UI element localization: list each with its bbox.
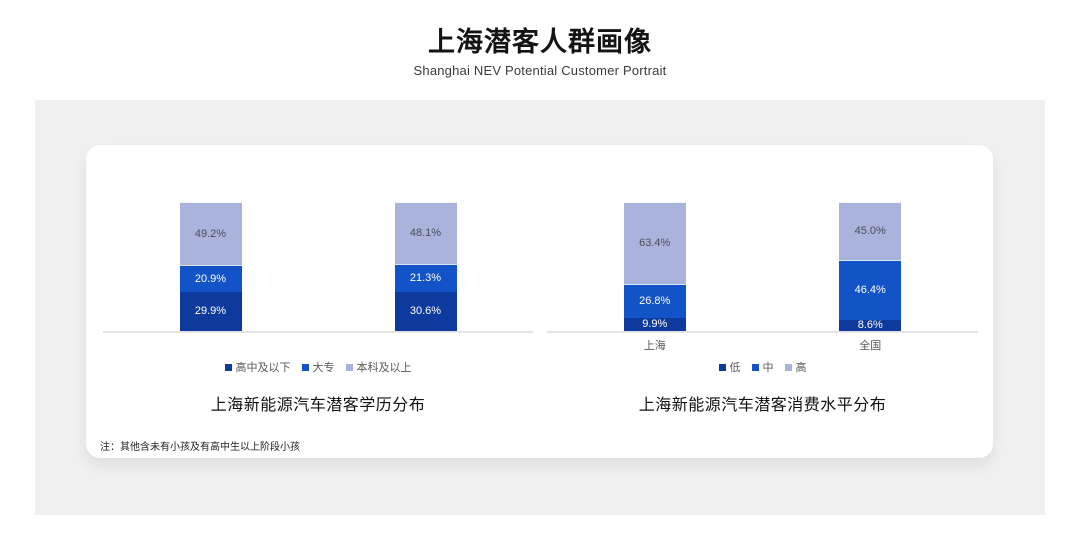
legend-item: 高中及以下 <box>224 359 291 375</box>
data-label: 46.4% <box>854 283 886 296</box>
stacked-bar: 29.9% 20.9% 49.2% <box>179 202 242 331</box>
bar-segment: 45.0% <box>839 202 902 261</box>
data-label: 63.4% <box>639 236 671 249</box>
bar-segment: 21.3% <box>394 264 457 292</box>
bar-segment: 26.8% <box>623 283 686 319</box>
legend-label: 大专 <box>312 362 335 374</box>
legend-item: 高 <box>784 359 807 375</box>
data-label: 26.8% <box>639 294 671 307</box>
legend-item: 本科及以上 <box>345 359 412 375</box>
bar-segment: 30.6% <box>394 291 457 331</box>
education-chart-plot: 29.9% 20.9% 49.2% 30.6% 21.3% 48.1% <box>103 202 533 331</box>
legend-item: 大专 <box>301 359 335 375</box>
bar-segment: 63.4% <box>623 201 686 284</box>
data-label: 29.9% <box>194 305 227 318</box>
legend-swatch-icon <box>345 363 353 371</box>
legend-swatch-icon <box>224 363 232 371</box>
x-axis-label <box>180 337 242 350</box>
data-label: 30.6% <box>409 304 442 317</box>
page-subtitle: Shanghai NEV Potential Customer Portrait <box>413 63 667 78</box>
legend-label: 低 <box>729 362 741 374</box>
legend-swatch-icon <box>718 363 726 371</box>
stacked-bar: 9.9% 26.8% 63.4% <box>623 201 686 331</box>
x-axis-line <box>103 331 533 333</box>
data-label: 49.2% <box>194 227 227 240</box>
data-label: 48.1% <box>409 227 442 240</box>
data-label: 45.0% <box>854 225 886 238</box>
x-axis-line <box>547 331 978 333</box>
legend-item: 中 <box>751 359 774 375</box>
data-label: 9.9% <box>642 318 668 331</box>
education-chart-legend: 高中及以下 大专 本科及以上 <box>103 359 533 375</box>
x-axis-labels <box>103 337 533 350</box>
bar-segment: 48.1% <box>394 202 457 265</box>
x-axis-label: 全国 <box>859 340 882 352</box>
stacked-bar: 8.6% 46.4% 45.0% <box>839 202 902 331</box>
legend-label: 中 <box>762 362 774 374</box>
footnote: 注：其他含未有小孩及有高中生以上阶段小孩 <box>100 442 300 453</box>
legend-label: 高中及以下 <box>235 362 291 374</box>
bar-segment: 9.9% <box>623 318 686 331</box>
bar-segment: 29.9% <box>179 292 242 331</box>
content-card: 29.9% 20.9% 49.2% 30.6% 21.3% 48.1% 高中及以下 大专 本科… <box>86 145 993 458</box>
education-chart-title: 上海新能源汽车潜客学历分布 <box>210 397 426 414</box>
stacked-bar: 30.6% 21.3% 48.1% <box>394 202 457 331</box>
page-title: 上海潜客人群画像 <box>428 27 652 57</box>
data-label: 21.3% <box>409 271 442 284</box>
consumption-chart-legend: 低中高 <box>547 359 978 375</box>
consumption-chart-title: 上海新能源汽车潜客消费水平分布 <box>638 397 887 414</box>
bar-segment: 49.2% <box>179 202 242 266</box>
bar-segment: 46.4% <box>839 260 902 320</box>
header: 上海潜客人群画像 Shanghai NEV Potential Customer… <box>0 26 1080 78</box>
consumption-chart-plot: 9.9% 26.8% 63.4% 8.6% 46.4% 45.0% <box>547 201 978 331</box>
bar-segment: 8.6% <box>839 318 902 331</box>
legend-item: 低 <box>718 359 741 375</box>
data-label: 20.9% <box>194 272 227 285</box>
x-axis-label <box>395 337 457 350</box>
legend-swatch-icon <box>301 363 309 371</box>
legend-swatch-icon <box>784 363 792 371</box>
consumption-level-chart: 9.9% 26.8% 63.4% 8.6% 46.4% 45.0% 上海 全国 低 中 高 上海… <box>547 201 978 415</box>
bar-segment: 20.9% <box>179 265 242 293</box>
x-axis-labels: 上海 全国 <box>547 337 978 352</box>
legend-label: 本科及以上 <box>356 362 412 374</box>
legend-swatch-icon <box>751 363 759 371</box>
legend-label: 高 <box>795 362 807 374</box>
education-distribution-chart: 29.9% 20.9% 49.2% 30.6% 21.3% 48.1% 高中及以下 大专 本科… <box>103 202 533 415</box>
data-label: 8.6% <box>857 318 883 331</box>
x-axis-label: 上海 <box>643 340 666 352</box>
content-panel: 29.9% 20.9% 49.2% 30.6% 21.3% 48.1% 高中及以下 大专 本科… <box>35 100 1045 515</box>
